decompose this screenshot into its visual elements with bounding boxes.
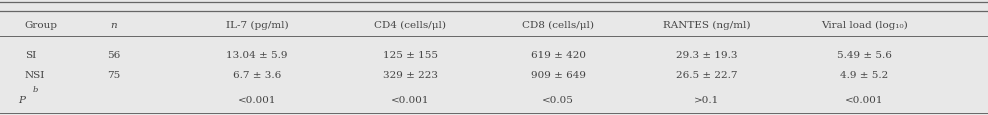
Text: 125 ± 155: 125 ± 155 xyxy=(382,51,438,60)
Text: 4.9 ± 5.2: 4.9 ± 5.2 xyxy=(841,70,888,79)
Text: b: b xyxy=(33,86,38,94)
Text: 56: 56 xyxy=(107,51,121,60)
Text: Group: Group xyxy=(25,21,57,30)
Text: 13.04 ± 5.9: 13.04 ± 5.9 xyxy=(226,51,288,60)
Text: 909 ± 649: 909 ± 649 xyxy=(531,70,586,79)
Text: NSI: NSI xyxy=(25,70,45,79)
Text: n: n xyxy=(111,21,117,30)
Text: >0.1: >0.1 xyxy=(694,96,719,105)
Text: IL-7 (pg/ml): IL-7 (pg/ml) xyxy=(225,21,288,30)
Text: 29.3 ± 19.3: 29.3 ± 19.3 xyxy=(676,51,737,60)
Text: 6.7 ± 3.6: 6.7 ± 3.6 xyxy=(233,70,281,79)
Text: 26.5 ± 22.7: 26.5 ± 22.7 xyxy=(676,70,737,79)
Text: 619 ± 420: 619 ± 420 xyxy=(531,51,586,60)
Text: 329 ± 223: 329 ± 223 xyxy=(382,70,438,79)
Text: <0.001: <0.001 xyxy=(391,96,429,105)
Text: <0.001: <0.001 xyxy=(238,96,276,105)
Text: P: P xyxy=(18,96,25,105)
Text: 5.49 ± 5.6: 5.49 ± 5.6 xyxy=(837,51,892,60)
Text: CD8 (cells/μl): CD8 (cells/μl) xyxy=(523,21,594,30)
Text: 75: 75 xyxy=(107,70,121,79)
Text: <0.001: <0.001 xyxy=(846,96,883,105)
Text: <0.05: <0.05 xyxy=(542,96,574,105)
Text: RANTES (ng/ml): RANTES (ng/ml) xyxy=(663,21,750,30)
Text: CD4 (cells/μl): CD4 (cells/μl) xyxy=(374,21,446,30)
Text: SI: SI xyxy=(25,51,36,60)
Text: Viral load (log₁₀): Viral load (log₁₀) xyxy=(821,21,908,30)
